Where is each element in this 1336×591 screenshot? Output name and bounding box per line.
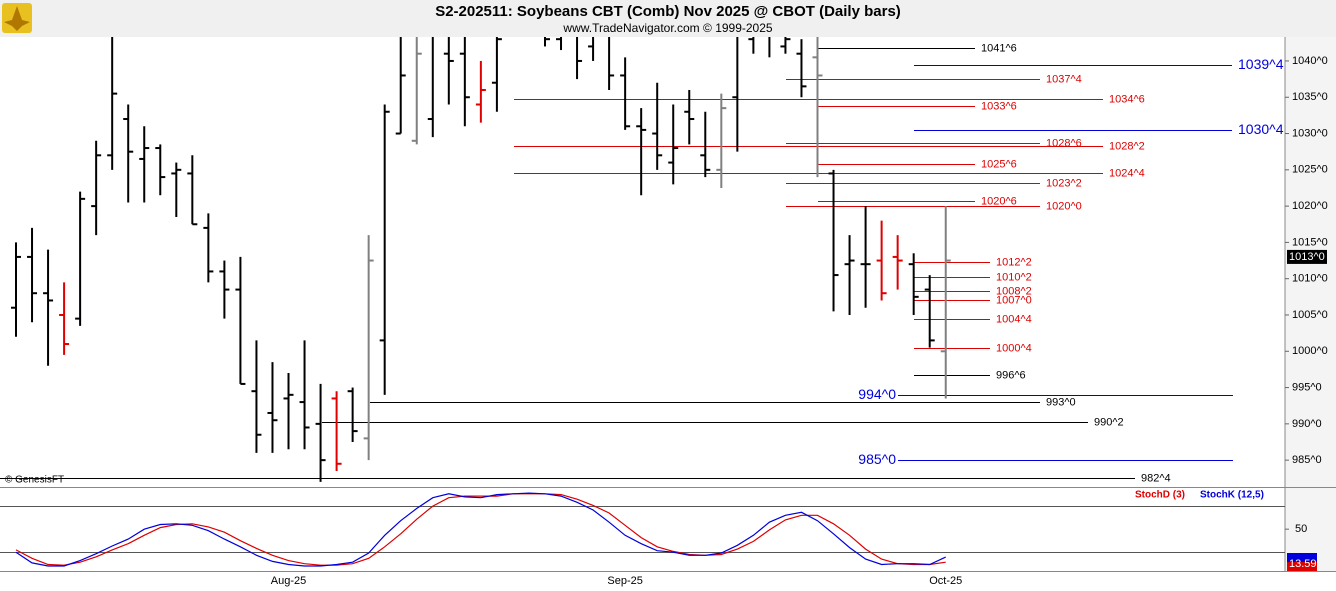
y-tick-label: 1010^0	[1292, 273, 1328, 285]
y-tick-label: 1020^0	[1292, 200, 1328, 212]
chart-subtitle: www.TradeNavigator.com © 1999-2025	[562, 21, 772, 35]
level-label: 1004^4	[996, 313, 1032, 325]
level-label: 1008^2	[996, 285, 1032, 297]
y-tick-label: 990^0	[1292, 418, 1322, 430]
x-tick-label: Aug-25	[271, 575, 306, 587]
y-tick-label: 995^0	[1292, 381, 1322, 393]
legend-entry: StochD (3)	[1135, 490, 1185, 501]
level-label: 1039^4	[1238, 56, 1284, 72]
level-label: 1012^2	[996, 256, 1032, 268]
header	[0, 0, 1336, 37]
level-label: 1007^0	[996, 294, 1032, 306]
level-label: 1037^4	[1046, 73, 1082, 85]
level-label: 1020^6	[981, 195, 1017, 207]
stoch-line	[15, 493, 946, 566]
last-price-box	[1287, 249, 1327, 264]
last-price-label: 1013^0	[1289, 251, 1325, 263]
y-tick-label: 1000^0	[1292, 345, 1328, 357]
level-label: 990^2	[1094, 416, 1124, 428]
logo	[2, 3, 32, 33]
level-label: 993^0	[1046, 396, 1076, 408]
level-label: 994^0	[858, 386, 896, 402]
level-label: 1041^6	[981, 42, 1017, 54]
stoch-box-top	[1287, 553, 1317, 562]
price-panel: 1041^6 1039^4 1037^4 1034^6 1033^6 1030^4 1028…	[0, 37, 1284, 484]
level-label: 1010^2	[996, 271, 1032, 283]
stochastic-panel	[0, 492, 1285, 567]
axis-panel	[1285, 37, 1336, 571]
level-label: 1034^6	[1109, 93, 1145, 105]
level-label: 1030^4	[1238, 121, 1284, 137]
chart-title: S2-202511: Soybeans CBT (Comb) Nov 2025 …	[435, 3, 901, 20]
level-label: 985^0	[858, 451, 896, 467]
level-label: 1028^2	[1109, 140, 1145, 152]
y-tick-label: 1015^0	[1292, 236, 1328, 248]
x-tick-label: Sep-25	[607, 575, 642, 587]
y-tick-label: 1040^0	[1292, 55, 1328, 67]
y-tick-label: 50	[1295, 523, 1307, 535]
level-label: 982^4	[1141, 472, 1171, 484]
credit: © GenesisFT	[5, 475, 64, 486]
level-label: 1023^2	[1046, 177, 1082, 189]
y-tick-label: 1005^0	[1292, 309, 1328, 321]
stoch-last-label: 13.59	[1289, 558, 1317, 570]
level-label: 1033^6	[981, 100, 1017, 112]
legend-entry: StochK (12,5)	[1200, 490, 1264, 501]
x-tick-label: Oct-25	[929, 575, 962, 587]
stoch-line	[15, 492, 946, 567]
y-tick-label: 1030^0	[1292, 127, 1328, 139]
level-label: 1025^6	[981, 158, 1017, 170]
level-label: 1028^6	[1046, 137, 1082, 149]
y-tick-label: 1025^0	[1292, 164, 1328, 176]
level-label: 1000^4	[996, 342, 1032, 354]
y-tick-label: 1035^0	[1292, 91, 1328, 103]
stoch-box-bottom	[1287, 562, 1317, 571]
level-label: 1024^4	[1109, 167, 1145, 179]
level-label: 1020^0	[1046, 200, 1082, 212]
y-tick-label: 985^0	[1292, 454, 1322, 466]
level-label: 996^6	[996, 369, 1026, 381]
